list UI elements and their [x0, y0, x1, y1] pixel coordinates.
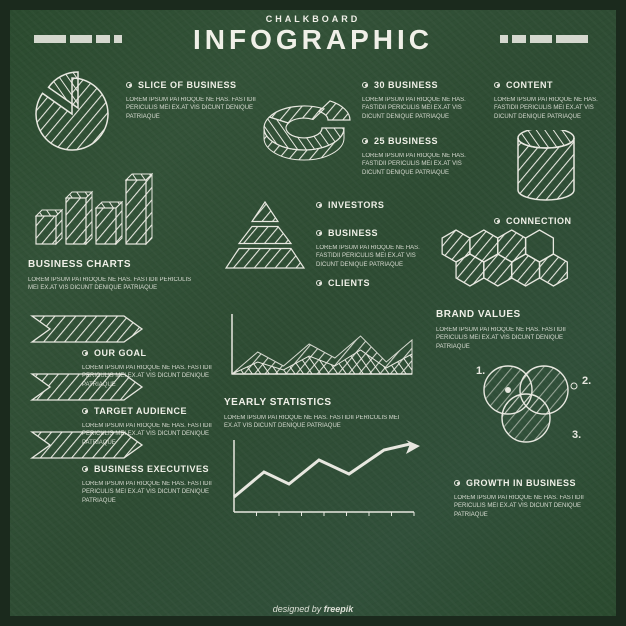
section-growth: GROWTH IN BUSINESS LOREM IPSUM PATRIOQUE…: [454, 474, 604, 519]
section-25b: 25 BUSINESS LOREM IPSUM PATRIOQUE NE HAS…: [362, 132, 482, 177]
section-brand: BRAND VALUES LOREM IPSUM PATRIOQUE NE HA…: [436, 306, 596, 351]
pyramid-chart: [220, 196, 310, 279]
bullet-icon: [316, 230, 322, 236]
bullet-icon: [82, 466, 88, 472]
bullet-icon: [494, 82, 500, 88]
bullet-icon: [454, 480, 460, 486]
header-deco-left: [30, 30, 130, 48]
section-connection: CONNECTION: [494, 212, 604, 230]
venn-diagram: 1. 2. 3.: [460, 354, 610, 469]
bar-chart: [28, 160, 178, 255]
section-yearly: YEARLY STATISTICS LOREM IPSUM PATRIOQUE …: [224, 394, 414, 431]
section-clients: CLIENTS: [316, 274, 436, 292]
pie-chart: [28, 70, 118, 159]
svg-text:2.: 2.: [582, 375, 591, 387]
section-slice: SLICE OF BUSINESS LOREM IPSUM PATRIOQUE …: [126, 76, 266, 121]
header-subtitle: CHALKBOARD: [0, 14, 626, 24]
bullet-icon: [362, 138, 368, 144]
bullet-icon: [82, 350, 88, 356]
bullet-icon: [126, 82, 132, 88]
footer-brand: freepik: [324, 604, 354, 614]
line-chart: [224, 436, 424, 527]
area-chart: [224, 310, 424, 387]
hex-grid: [436, 228, 586, 307]
footer-text: designed by: [273, 604, 324, 614]
section-content: CONTENT LOREM IPSUM PATRIOQUE NE HAS. FA…: [494, 76, 604, 121]
bullet-icon: [362, 82, 368, 88]
bullet-icon: [316, 280, 322, 286]
header: CHALKBOARD INFOGRAPHIC: [0, 0, 626, 56]
donut-chart: [254, 88, 358, 185]
header-deco-right: [496, 30, 596, 48]
section-business: BUSINESS LOREM IPSUM PATRIOQUE NE HAS. F…: [316, 224, 436, 269]
svg-text:1.: 1.: [476, 365, 485, 377]
bullet-icon: [82, 408, 88, 414]
footer: designed by freepik: [0, 604, 626, 614]
section-goal: OUR GOAL LOREM IPSUM PATRIOQUE NE HAS. F…: [82, 344, 212, 389]
bullet-icon: [316, 202, 322, 208]
section-investors: INVESTORS: [316, 196, 436, 214]
cylinder-shape: [510, 130, 582, 219]
section-target: TARGET AUDIENCE LOREM IPSUM PATRIOQUE NE…: [82, 402, 212, 447]
section-30b: 30 BUSINESS LOREM IPSUM PATRIOQUE NE HAS…: [362, 76, 482, 121]
section-execs: BUSINESS EXECUTIVES LOREM IPSUM PATRIOQU…: [82, 460, 222, 505]
svg-text:3.: 3.: [572, 429, 581, 441]
bullet-icon: [494, 218, 500, 224]
chevron-list: [28, 310, 168, 475]
section-charts: BUSINESS CHARTS LOREM IPSUM PATRIOQUE NE…: [28, 256, 198, 293]
